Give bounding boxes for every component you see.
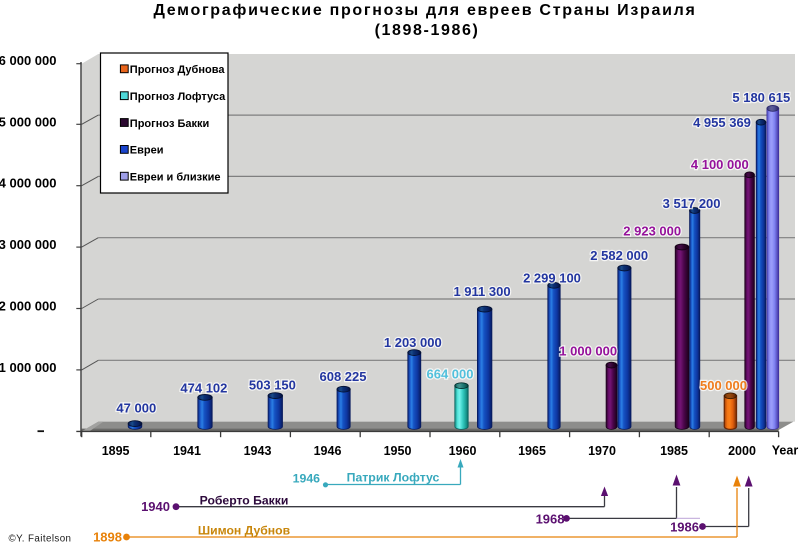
- svg-text:©Y. Faitelson: ©Y. Faitelson: [9, 534, 72, 545]
- svg-text:664 000: 664 000: [427, 367, 474, 382]
- svg-text:Евреи: Евреи: [130, 145, 164, 157]
- svg-text:Прогноз Лофтуса: Прогноз Лофтуса: [130, 91, 226, 103]
- svg-text:Роберто Бакки: Роберто Бакки: [200, 494, 289, 508]
- svg-text:1946: 1946: [314, 444, 342, 458]
- svg-text:1 911 300: 1 911 300: [453, 284, 510, 299]
- svg-text:5 180 615: 5 180 615: [732, 90, 790, 105]
- svg-text:2 923 000: 2 923 000: [623, 223, 681, 238]
- svg-text:1968: 1968: [536, 512, 565, 527]
- svg-text:Патрик Лофтус: Патрик Лофтус: [347, 471, 440, 485]
- svg-text:3 517 200: 3 517 200: [663, 196, 721, 211]
- svg-text:Прогноз Дубнова: Прогноз Дубнова: [130, 64, 226, 76]
- svg-text:1950: 1950: [384, 444, 412, 458]
- svg-text:2 000 000: 2 000 000: [0, 299, 57, 314]
- svg-text:1943: 1943: [244, 444, 272, 458]
- svg-text:1 203 000: 1 203 000: [384, 335, 442, 350]
- svg-text:2 582 000: 2 582 000: [590, 248, 648, 263]
- svg-text:2000: 2000: [728, 444, 756, 458]
- svg-text:1941: 1941: [173, 444, 201, 458]
- svg-text:1898: 1898: [93, 530, 122, 545]
- svg-text:Year: Year: [772, 444, 799, 458]
- svg-text:1 000 000: 1 000 000: [559, 343, 617, 358]
- svg-text:Шимон Дубнов: Шимон Дубнов: [198, 524, 291, 538]
- svg-text:1985: 1985: [660, 444, 688, 458]
- svg-text:1940: 1940: [141, 499, 170, 514]
- svg-text:5 000 000: 5 000 000: [0, 114, 57, 129]
- svg-text:500 000: 500 000: [700, 378, 747, 393]
- svg-text:1895: 1895: [102, 444, 130, 458]
- svg-text:4 100 000: 4 100 000: [691, 157, 749, 172]
- svg-text:4 000 000: 4 000 000: [0, 176, 57, 191]
- svg-text:474 102: 474 102: [180, 380, 227, 395]
- svg-text:503 150: 503 150: [249, 378, 296, 393]
- svg-text:Прогноз Бакки: Прогноз Бакки: [130, 118, 209, 130]
- svg-text:1960: 1960: [449, 444, 477, 458]
- svg-text:608 225: 608 225: [320, 369, 367, 384]
- svg-text:1946: 1946: [293, 472, 321, 486]
- svg-text:4 955 369: 4 955 369: [693, 115, 751, 130]
- svg-text:Евреи и близкие: Евреи и близкие: [130, 172, 221, 184]
- svg-text:3 000 000: 3 000 000: [0, 237, 57, 252]
- svg-text:47 000: 47 000: [116, 401, 156, 416]
- svg-text:2 299 100: 2 299 100: [523, 270, 581, 285]
- svg-text:1 000 000: 1 000 000: [0, 360, 57, 375]
- svg-text:1986: 1986: [670, 520, 699, 535]
- svg-text:1970: 1970: [588, 444, 616, 458]
- svg-text:6 000 000: 6 000 000: [0, 53, 57, 68]
- svg-text:1965: 1965: [518, 444, 546, 458]
